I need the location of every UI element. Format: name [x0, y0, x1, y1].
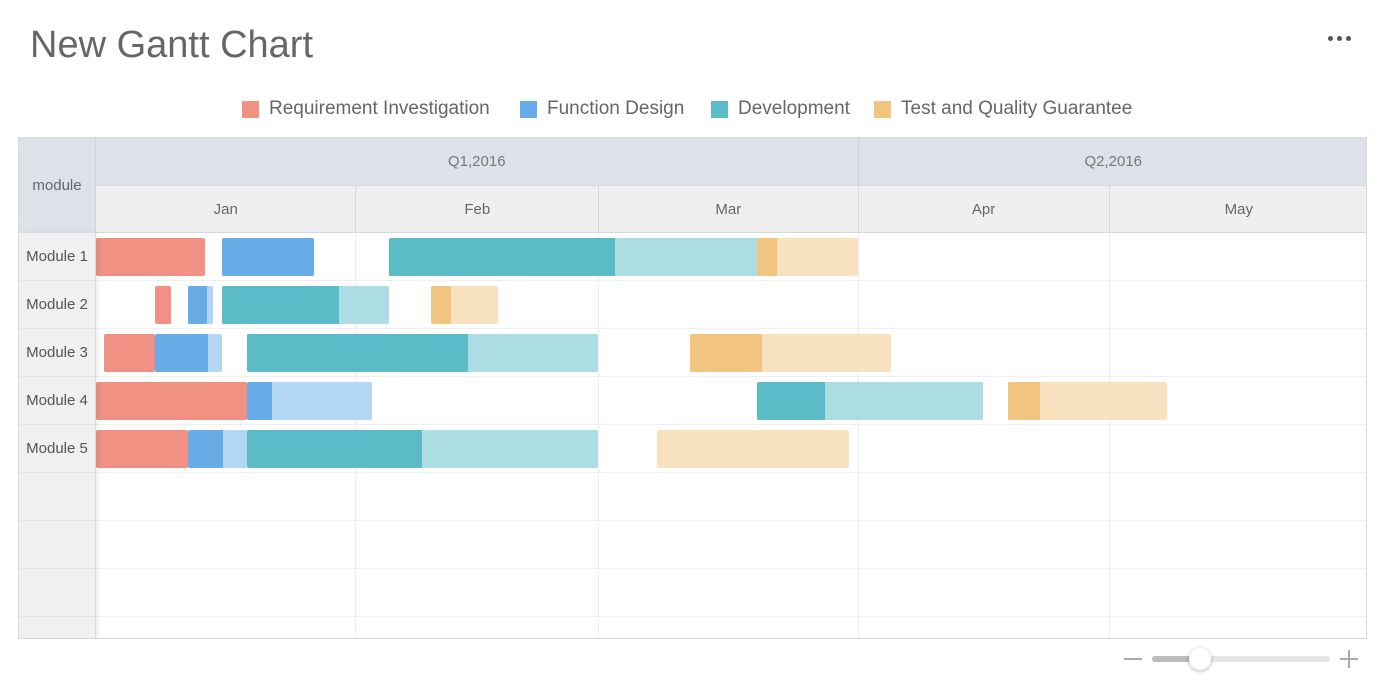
more-dot — [1328, 36, 1333, 41]
task-bar[interactable] — [389, 238, 766, 276]
task-bar[interactable] — [247, 334, 598, 372]
task-bar[interactable] — [247, 430, 598, 468]
task-bar[interactable] — [657, 430, 849, 468]
task-bar[interactable] — [757, 382, 983, 420]
legend-swatch — [520, 101, 537, 118]
row-label: Module 4 — [19, 377, 95, 425]
task-bar-progress — [188, 430, 223, 468]
legend-item[interactable]: Test and Quality Guarantee — [874, 96, 1132, 122]
row-label — [19, 521, 95, 569]
task-bar-progress — [690, 334, 762, 372]
task-bar-progress — [389, 238, 615, 276]
task-bar-progress — [155, 334, 209, 372]
task-bar[interactable] — [96, 382, 247, 420]
more-dot — [1346, 36, 1351, 41]
task-bar[interactable] — [188, 430, 247, 468]
task-bar[interactable] — [104, 334, 154, 372]
task-bar-progress — [96, 430, 188, 468]
task-bar[interactable] — [247, 382, 373, 420]
task-bar[interactable] — [155, 286, 172, 324]
task-bar[interactable] — [188, 286, 213, 324]
task-bar-progress — [188, 286, 207, 324]
legend-label: Test and Quality Guarantee — [901, 98, 1132, 120]
task-bar-progress — [757, 238, 777, 276]
task-bar[interactable] — [690, 334, 891, 372]
zoom-control — [1122, 646, 1362, 672]
more-menu-icon[interactable] — [1322, 26, 1358, 50]
grid-row-line — [96, 568, 1367, 569]
row-label: Module 1 — [19, 233, 95, 281]
month-header: Feb — [355, 186, 598, 232]
row-header-title: module — [19, 138, 96, 233]
grid-month-line — [1109, 233, 1110, 639]
zoom-slider[interactable] — [1152, 656, 1330, 662]
grid-row-line — [96, 472, 1367, 473]
task-bar[interactable] — [222, 238, 314, 276]
gantt-grid — [96, 233, 1367, 639]
grid-row-line — [96, 328, 1367, 329]
zoom-slider-handle[interactable] — [1189, 648, 1211, 670]
chart-title: New Gantt Chart — [30, 24, 313, 67]
task-bar-progress — [222, 286, 339, 324]
row-label — [19, 569, 95, 617]
row-label: Module 2 — [19, 281, 95, 329]
legend-label: Requirement Investigation — [269, 98, 490, 120]
grid-month-line — [598, 233, 599, 639]
task-bar-progress — [96, 382, 247, 420]
grid-row-line — [96, 376, 1367, 377]
month-header: Jan — [96, 186, 355, 232]
quarter-header-row: Q1,2016 Q2,2016 — [96, 138, 1367, 185]
grid-row-line — [96, 424, 1367, 425]
row-header-column: Module 1 Module 2 Module 3 Module 4 Module 5 — [19, 233, 96, 639]
grid-row-line — [96, 280, 1367, 281]
grid-row-line — [96, 616, 1367, 617]
row-label: Module 5 — [19, 425, 95, 473]
task-bar-progress — [96, 238, 205, 276]
legend-label: Development — [738, 98, 850, 120]
task-bar[interactable] — [757, 238, 857, 276]
legend-label: Function Design — [547, 98, 684, 120]
row-label — [19, 473, 95, 521]
quarter-header: Q1,2016 — [96, 138, 858, 185]
legend-swatch — [242, 101, 259, 118]
chart-legend: Requirement Investigation Function Design… — [0, 96, 1390, 122]
task-bar[interactable] — [96, 430, 188, 468]
task-bar-progress — [1008, 382, 1040, 420]
month-header: May — [1109, 186, 1367, 232]
task-bar[interactable] — [431, 286, 498, 324]
legend-item[interactable]: Function Design — [520, 96, 684, 122]
grid-row-line — [96, 520, 1367, 521]
legend-swatch — [874, 101, 891, 118]
row-label — [19, 617, 95, 639]
task-bar[interactable] — [155, 334, 222, 372]
legend-item[interactable]: Requirement Investigation — [242, 96, 490, 122]
task-bar[interactable] — [222, 286, 389, 324]
task-bar-progress — [222, 238, 314, 276]
task-bar-progress — [247, 334, 468, 372]
legend-swatch — [711, 101, 728, 118]
month-header: Apr — [858, 186, 1109, 232]
grid-month-line — [858, 233, 859, 639]
gantt-chart: module Q1,2016 Q2,2016 Jan Feb Mar Apr May Mo… — [18, 137, 1367, 639]
task-bar[interactable] — [96, 238, 205, 276]
task-bar-progress — [757, 382, 825, 420]
quarter-header: Q2,2016 — [858, 138, 1367, 185]
task-bar-progress — [104, 334, 154, 372]
legend-item[interactable]: Development — [711, 96, 850, 122]
task-bar-progress — [431, 286, 451, 324]
task-bar-progress — [247, 382, 272, 420]
zoom-out-icon[interactable] — [1122, 648, 1144, 670]
zoom-in-icon[interactable] — [1338, 648, 1360, 670]
task-bar-progress — [155, 286, 172, 324]
task-bar[interactable] — [1008, 382, 1167, 420]
row-label: Module 3 — [19, 329, 95, 377]
task-bar-progress — [247, 430, 423, 468]
month-header: Mar — [598, 186, 857, 232]
more-dot — [1337, 36, 1342, 41]
month-header-row: Jan Feb Mar Apr May — [96, 185, 1367, 233]
